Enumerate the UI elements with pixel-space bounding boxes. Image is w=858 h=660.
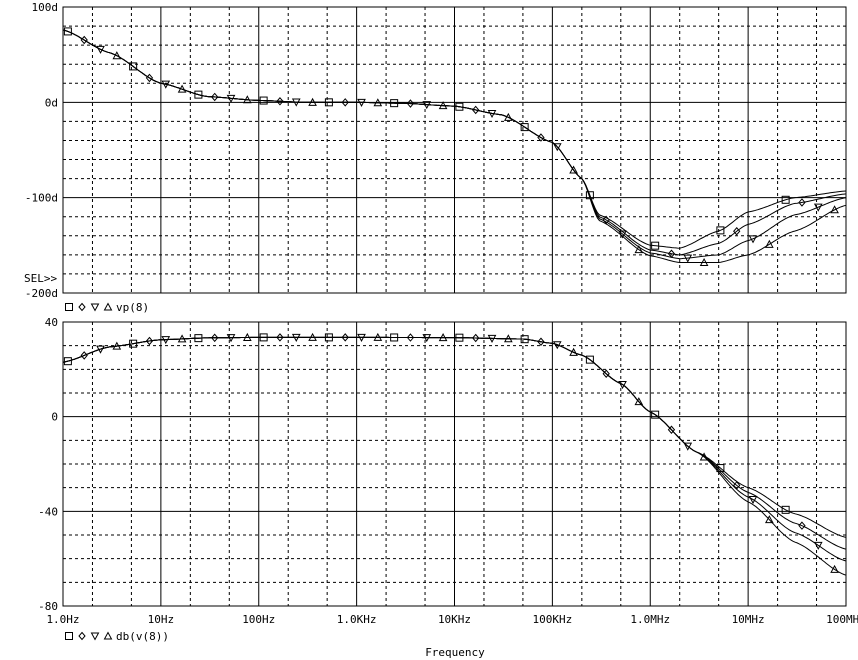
diamond-marker [276,333,284,342]
diamond-marker [798,521,806,530]
diamond-marker [341,333,349,342]
triangle-up-marker [569,347,578,356]
y-tick-label: -80 [38,600,58,613]
square-marker [194,90,203,99]
phase-legend-label: vp(8) [116,301,149,314]
triangle-up-marker [103,302,113,311]
plot-frame [62,6,847,294]
triangle-up-marker [830,564,839,573]
triangle-up-marker [503,334,513,343]
diamond-marker [78,631,86,641]
triangle-up-marker [634,245,644,254]
triangle-up-marker [699,452,709,461]
triangle-up-marker [830,205,839,214]
triangle-down-marker [618,381,627,390]
square-marker [63,357,72,366]
square-marker [781,505,790,514]
triangle-up-marker [373,98,383,107]
triangle-down-marker [90,632,100,641]
triangle-down-marker [748,235,758,244]
phase-plot: 100d 0d -100d -200d [25,1,847,312]
diamond-marker [341,98,349,107]
square-marker [585,355,594,364]
triangle-up-marker [308,332,317,341]
x-tick-label: 100KHz [533,613,573,626]
x-tick-label: 1.0KHz [337,613,377,626]
diamond-marker [211,92,219,102]
triangle-up-marker [103,631,113,640]
y-tick-label: 100d [32,1,59,14]
x-tick-label: 1.0MHz [630,613,670,626]
x-tick-label: 10Hz [148,613,175,626]
triangle-up-marker [177,334,187,343]
diamond-marker [406,99,415,108]
triangle-down-marker [683,442,693,451]
triangle-up-marker [438,333,448,342]
diamond-marker [276,97,284,106]
diamond-marker [78,302,86,312]
x-tick-label: 100MHz [826,613,858,626]
y-tick-label: 0d [45,96,58,109]
diamond-marker [537,337,545,347]
sel-marker-label: SEL>> [24,272,57,285]
triangle-up-marker [699,257,709,266]
y-tick-label: -100d [25,192,58,205]
square-marker [129,62,138,71]
square-marker [716,226,725,235]
triangle-down-marker [90,303,100,312]
y-tick-label: 40 [45,316,58,329]
magnitude-plot: 40 0 -40 -801.0Hz 10Hz 100Hz 1.0KHz 10KHz 100KHz… [38,316,858,641]
diamond-marker [667,425,676,435]
series-curve-triangle-up [62,336,847,576]
diamond-marker [472,105,480,115]
square-marker [129,339,138,348]
diamond-marker [798,198,806,207]
triangle-up-marker [373,332,383,341]
triangle-up-marker [438,101,448,110]
triangle-down-marker [683,254,693,263]
diamond-marker [211,333,219,343]
triangle-up-marker [112,51,122,60]
triangle-down-marker [748,496,758,505]
triangle-up-marker [112,341,122,350]
triangle-up-marker [569,165,578,174]
triangle-up-marker [242,95,252,104]
x-tick-label: 10KHz [438,613,471,626]
x-tick-label: 1.0Hz [46,613,79,626]
triangle-up-marker [764,515,774,524]
triangle-up-marker [308,97,317,106]
triangle-up-marker [177,84,187,93]
y-tick-label: -200d [25,287,58,300]
x-tick-label: 10MHz [732,613,765,626]
y-tick-label: 0 [51,411,58,424]
square-marker [65,632,73,640]
plot-frame [62,321,847,607]
series-curve-triangle-up [62,29,847,263]
square-marker [651,241,660,250]
diamond-marker [733,226,741,236]
triangle-up-marker [242,332,252,341]
triangle-up-marker [634,397,644,406]
square-marker [63,27,72,36]
square-marker [651,410,660,419]
diamond-marker [472,333,480,343]
triangle-up-marker [503,112,513,121]
triangle-up-marker [764,239,774,248]
square-marker [781,195,790,204]
square-marker [65,303,73,311]
triangle-down-marker [552,143,562,152]
diamond-marker [145,336,154,346]
triangle-down-marker [813,203,823,212]
triangle-down-marker [813,541,823,550]
magnitude-legend-label: db(v(8)) [116,630,169,643]
y-tick-label: -40 [38,505,58,518]
diamond-marker [406,333,415,342]
square-marker [520,123,529,132]
x-tick-label: 100Hz [242,613,275,626]
x-axis-label: Frequency [425,646,485,659]
